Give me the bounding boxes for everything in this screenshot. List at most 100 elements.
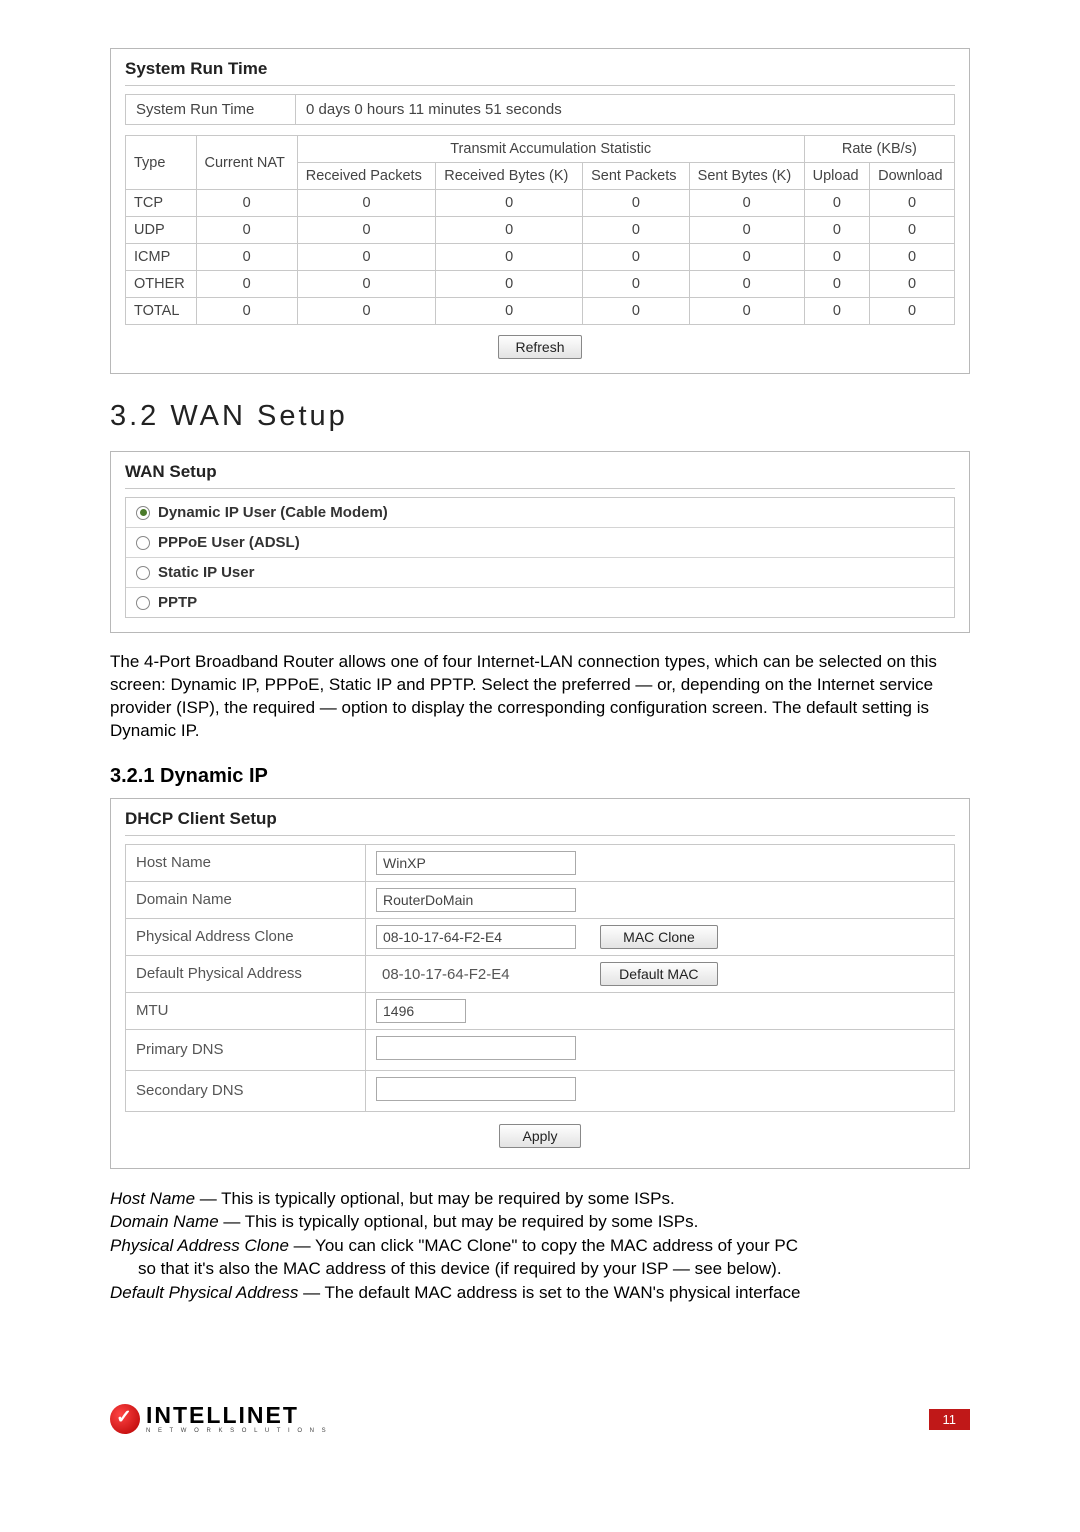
table-cell: 0 (583, 298, 690, 325)
col-tx-bytes: Sent Bytes (K) (689, 163, 804, 190)
stats-table: Type Current NAT Transmit Accumulation S… (125, 135, 955, 325)
wan-option-row[interactable]: PPTP (126, 588, 954, 617)
table-row: OTHER0000000 (126, 271, 955, 298)
wan-option-row[interactable]: Static IP User (126, 558, 954, 588)
wan-option-row[interactable]: PPPoE User (ADSL) (126, 528, 954, 558)
table-cell: 0 (870, 217, 955, 244)
panel-title: WAN Setup (125, 460, 955, 489)
table-cell: 0 (583, 190, 690, 217)
label-host-name: Host Name (126, 844, 366, 881)
term-host-name: Host Name (110, 1189, 195, 1208)
radio-icon[interactable] (136, 566, 150, 580)
label-mtu: MTU (126, 992, 366, 1029)
refresh-button[interactable]: Refresh (498, 335, 581, 359)
row-primary-dns: Primary DNS (126, 1029, 955, 1070)
system-run-time-panel: System Run Time System Run Time 0 days 0… (110, 48, 970, 374)
table-cell: 0 (870, 244, 955, 271)
wan-option-row[interactable]: Dynamic IP User (Cable Modem) (126, 498, 954, 528)
table-row: ICMP0000000 (126, 244, 955, 271)
table-cell: 0 (583, 244, 690, 271)
table-cell: 0 (196, 271, 297, 298)
col-tx-packets: Sent Packets (583, 163, 690, 190)
table-cell: 0 (689, 271, 804, 298)
table-cell: 0 (689, 190, 804, 217)
input-phys-clone[interactable]: 08-10-17-64-F2-E4 (376, 925, 576, 949)
col-rx-bytes: Received Bytes (K) (436, 163, 583, 190)
table-cell: 0 (436, 271, 583, 298)
col-type: Type (126, 136, 197, 190)
table-cell: 0 (196, 298, 297, 325)
subsection-heading: 3.2.1 Dynamic IP (110, 765, 970, 788)
brand-name: INTELLINET (146, 1404, 329, 1427)
row-default-phys: Default Physical Address 08-10-17-64-F2-… (126, 955, 955, 992)
input-host-name[interactable]: WinXP (376, 851, 576, 875)
row-phys-clone: Physical Address Clone 08-10-17-64-F2-E4… (126, 918, 955, 955)
input-domain-name[interactable]: RouterDoMain (376, 888, 576, 912)
table-cell: 0 (297, 190, 435, 217)
text-phys-clone: — You can click "MAC Clone" to copy the … (289, 1236, 798, 1255)
apply-button[interactable]: Apply (499, 1124, 580, 1148)
dhcp-form-table: Host Name WinXP Domain Name RouterDoMain… (125, 844, 955, 1112)
brand-logo: INTELLINET N E T W O R K S O L U T I O N… (110, 1404, 329, 1434)
brand-tagline: N E T W O R K S O L U T I O N S (146, 1428, 329, 1434)
table-cell: ICMP (126, 244, 197, 271)
col-rx-packets: Received Packets (297, 163, 435, 190)
label-default-phys: Default Physical Address (126, 955, 366, 992)
col-upload: Upload (804, 163, 870, 190)
wan-option-label: PPTP (158, 594, 197, 611)
table-cell: TCP (126, 190, 197, 217)
radio-icon[interactable] (136, 536, 150, 550)
table-cell: 0 (804, 244, 870, 271)
default-mac-button[interactable]: Default MAC (600, 962, 717, 986)
table-cell: 0 (870, 271, 955, 298)
table-cell: 0 (689, 217, 804, 244)
label-domain-name: Domain Name (126, 881, 366, 918)
radio-icon[interactable] (136, 506, 150, 520)
table-cell: 0 (297, 298, 435, 325)
mac-clone-button[interactable]: MAC Clone (600, 925, 718, 949)
text-domain-name: — This is typically optional, but may be… (219, 1212, 699, 1231)
wan-option-label: Dynamic IP User (Cable Modem) (158, 504, 388, 521)
header-group-rate: Rate (KB/s) (804, 136, 954, 163)
text-default-phys: — The default MAC address is set to the … (298, 1283, 800, 1302)
panel-title: DHCP Client Setup (125, 807, 955, 836)
radio-icon[interactable] (136, 596, 150, 610)
text-phys-clone-2: so that it's also the MAC address of thi… (110, 1257, 970, 1280)
table-cell: 0 (297, 271, 435, 298)
table-cell: 0 (196, 244, 297, 271)
table-cell: 0 (689, 298, 804, 325)
table-cell: 0 (436, 190, 583, 217)
wan-paragraph: The 4-Port Broadband Router allows one o… (110, 651, 970, 743)
col-current-nat: Current NAT (196, 136, 297, 190)
input-mtu[interactable]: 1496 (376, 999, 466, 1023)
table-cell: 0 (804, 271, 870, 298)
table-cell: 0 (583, 271, 690, 298)
page-footer: INTELLINET N E T W O R K S O L U T I O N… (0, 1404, 1080, 1458)
logo-icon (110, 1404, 140, 1434)
table-cell: 0 (804, 190, 870, 217)
table-cell: 0 (297, 217, 435, 244)
table-cell: 0 (804, 298, 870, 325)
col-download: Download (870, 163, 955, 190)
page-number: 11 (929, 1409, 971, 1430)
dhcp-panel: DHCP Client Setup Host Name WinXP Domain… (110, 798, 970, 1169)
table-cell: 0 (870, 298, 955, 325)
term-domain-name: Domain Name (110, 1212, 219, 1231)
text-host-name: — This is typically optional, but may be… (195, 1189, 675, 1208)
label-primary-dns: Primary DNS (126, 1029, 366, 1070)
wan-options-list: Dynamic IP User (Cable Modem) PPPoE User … (125, 497, 955, 618)
table-cell: TOTAL (126, 298, 197, 325)
row-mtu: MTU 1496 (126, 992, 955, 1029)
term-default-phys: Default Physical Address (110, 1283, 298, 1302)
table-cell: 0 (689, 244, 804, 271)
text-default-phys: 08-10-17-64-F2-E4 (376, 963, 576, 986)
table-row: TOTAL0000000 (126, 298, 955, 325)
table-cell: 0 (196, 190, 297, 217)
wan-setup-panel: WAN Setup Dynamic IP User (Cable Modem) P… (110, 451, 970, 633)
input-secondary-dns[interactable] (376, 1077, 576, 1101)
row-secondary-dns: Secondary DNS (126, 1070, 955, 1111)
wan-option-label: PPPoE User (ADSL) (158, 534, 300, 551)
input-primary-dns[interactable] (376, 1036, 576, 1060)
header-group-transmit: Transmit Accumulation Statistic (297, 136, 804, 163)
term-phys-clone: Physical Address Clone (110, 1236, 289, 1255)
